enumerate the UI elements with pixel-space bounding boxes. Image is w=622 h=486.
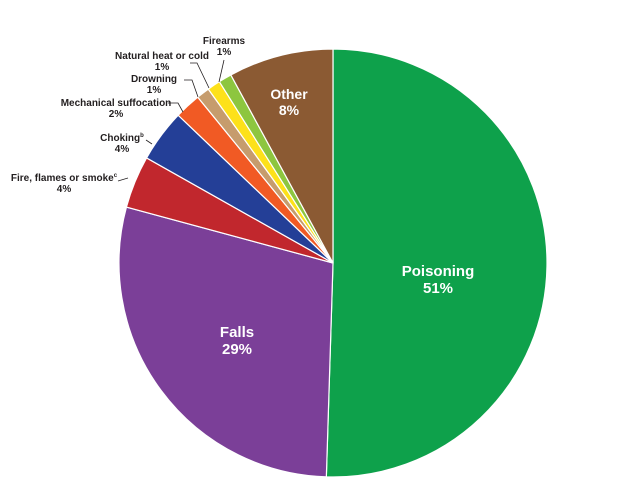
slice-label-mechanical-suffocation: Mechanical suffocation xyxy=(61,98,172,109)
slice-label-poisoning: Poisoning xyxy=(402,263,475,280)
slice-value-choking: 4% xyxy=(115,144,130,155)
leader-line-fire-flames-or-smoke xyxy=(117,177,129,182)
slice-label-drowning: Drowning xyxy=(131,74,177,85)
slice-footnote-fire-flames-or-smoke: c xyxy=(114,173,118,179)
slice-label-other: Other xyxy=(270,86,308,102)
pie-slice-other xyxy=(230,48,334,264)
slice-value-falls: 29% xyxy=(222,341,252,358)
leader-line-firearms xyxy=(218,59,225,83)
slice-value-firearms: 1% xyxy=(217,47,232,58)
pie-slice-falls xyxy=(118,206,334,478)
slice-label-fire-flames-or-smoke: Fire, flames or smokec xyxy=(11,173,118,184)
slice-label-firearms: Firearms xyxy=(203,36,246,47)
leader-line-natural-heat-or-cold xyxy=(190,62,210,89)
slice-value-other: 8% xyxy=(279,102,300,118)
slice-value-mechanical-suffocation: 2% xyxy=(109,109,124,120)
slice-value-drowning: 1% xyxy=(147,85,162,96)
slice-value-poisoning: 51% xyxy=(423,280,453,297)
pie-slice-poisoning xyxy=(325,48,548,478)
slice-value-fire-flames-or-smoke: 4% xyxy=(57,184,72,195)
slice-label-falls: Falls xyxy=(220,324,254,341)
leader-line-drowning xyxy=(184,79,199,98)
leader-line-mechanical-suffocation xyxy=(168,102,184,113)
leader-line-choking xyxy=(145,139,153,145)
slice-footnote-choking: b xyxy=(140,133,144,139)
slice-value-natural-heat-or-cold: 1% xyxy=(155,62,170,73)
slice-label-choking: Chokingb xyxy=(100,133,144,144)
slice-label-natural-heat-or-cold: Natural heat or cold xyxy=(115,51,209,62)
